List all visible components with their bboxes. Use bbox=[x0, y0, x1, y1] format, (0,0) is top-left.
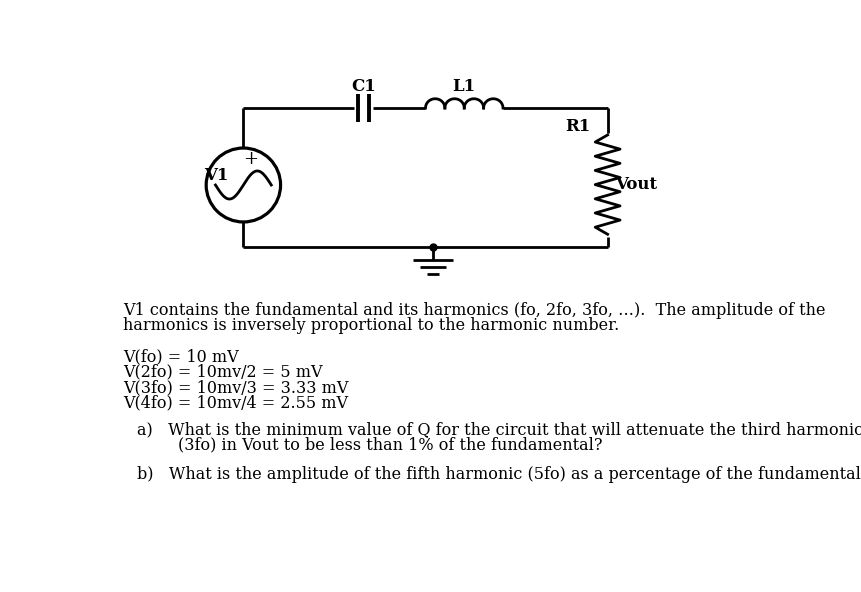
Text: Vout: Vout bbox=[615, 176, 657, 193]
Text: V(fo) = 10 mV: V(fo) = 10 mV bbox=[123, 348, 238, 365]
Text: a)   What is the minimum value of Q for the circuit that will attenuate the thir: a) What is the minimum value of Q for th… bbox=[137, 422, 861, 439]
Text: V(3fo) = 10mv/3 = 3.33 mV: V(3fo) = 10mv/3 = 3.33 mV bbox=[123, 379, 348, 396]
Text: V(2fo) = 10mv/2 = 5 mV: V(2fo) = 10mv/2 = 5 mV bbox=[123, 363, 322, 381]
Text: R1: R1 bbox=[565, 118, 590, 135]
Text: b)   What is the amplitude of the fifth harmonic (5fo) as a percentage of the fu: b) What is the amplitude of the fifth ha… bbox=[137, 466, 861, 483]
Text: V1: V1 bbox=[204, 168, 229, 184]
Text: V1 contains the fundamental and its harmonics (fo, 2fo, 3fo, …).  The amplitude : V1 contains the fundamental and its harm… bbox=[123, 302, 825, 319]
Text: +: + bbox=[244, 150, 258, 168]
Text: (3fo) in Vout to be less than 1% of the fundamental?: (3fo) in Vout to be less than 1% of the … bbox=[137, 437, 602, 454]
Text: L1: L1 bbox=[452, 78, 475, 95]
Text: C1: C1 bbox=[350, 78, 375, 95]
Text: harmonics is inversely proportional to the harmonic number.: harmonics is inversely proportional to t… bbox=[123, 317, 619, 334]
Text: V(4fo) = 10mv/4 = 2.55 mV: V(4fo) = 10mv/4 = 2.55 mV bbox=[123, 394, 348, 411]
